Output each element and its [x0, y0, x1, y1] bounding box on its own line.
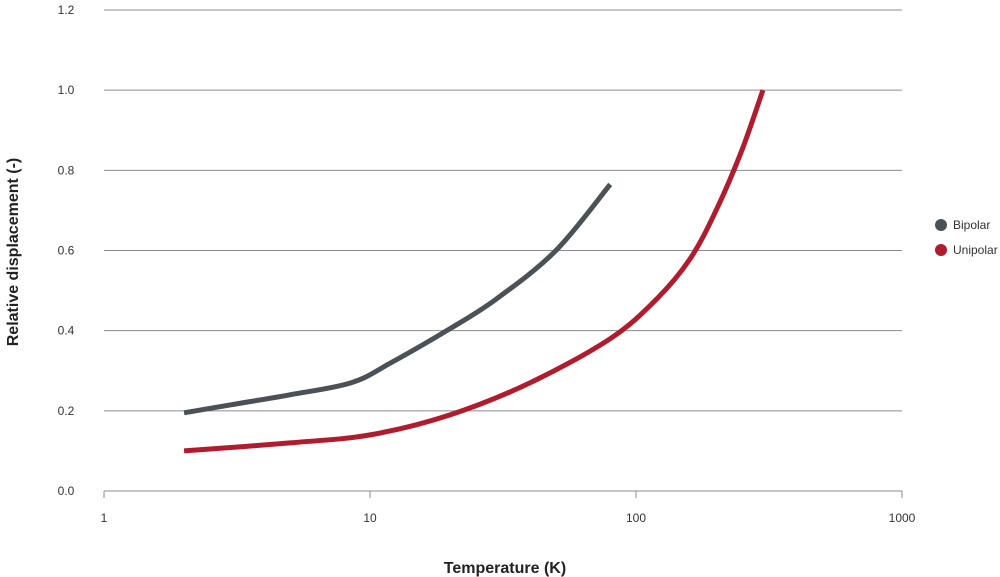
- y-tick-label: 0.2: [58, 404, 75, 418]
- y-tick-label: 0.0: [58, 484, 75, 498]
- y-tick-label: 0.8: [58, 163, 75, 177]
- x-tick-label: 1: [101, 511, 108, 525]
- y-tick-label: 1.0: [58, 83, 75, 97]
- legend-label-unipolar: Unipolar: [953, 243, 998, 257]
- grid-lines: [104, 9, 902, 412]
- legend-marker-unipolar: [935, 244, 947, 256]
- x-axis: 1 10 100 1000: [101, 490, 916, 525]
- series-line-bipolar: [183, 182, 613, 416]
- x-tick-label: 10: [363, 511, 377, 525]
- legend-label-bipolar: Bipolar: [953, 218, 990, 232]
- y-tick-label: 1.2: [58, 3, 75, 17]
- legend: Bipolar Unipolar: [935, 218, 998, 257]
- series-lines: [183, 89, 766, 454]
- y-axis-title: Relative displacement (-): [5, 158, 22, 347]
- x-tick-label: 100: [626, 511, 646, 525]
- y-tick-label: 0.4: [58, 324, 75, 338]
- series-line-unipolar: [183, 89, 766, 454]
- y-axis-ticks: 0.0 0.2 0.4 0.6 0.8 1.0 1.2: [58, 3, 75, 498]
- legend-marker-bipolar: [935, 219, 947, 231]
- y-tick-label: 0.6: [58, 244, 75, 258]
- x-axis-title: Temperature (K): [444, 560, 566, 577]
- x-tick-label: 1000: [889, 511, 916, 525]
